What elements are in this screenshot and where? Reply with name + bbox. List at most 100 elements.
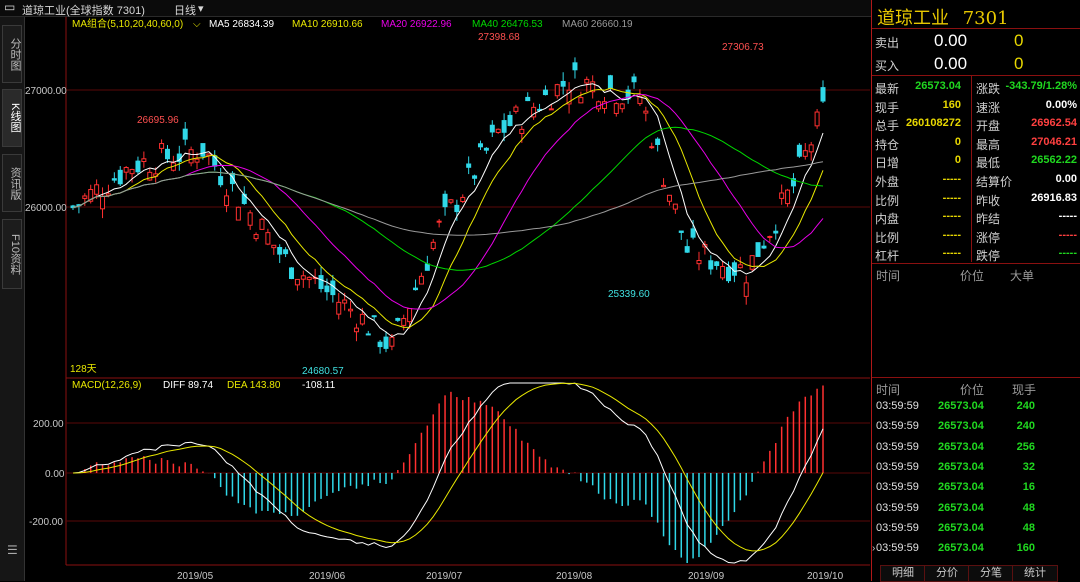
period-selector[interactable]: 日线: [174, 5, 196, 17]
tab-by-trade[interactable]: 分笔: [968, 565, 1014, 582]
candle-body: [188, 149, 194, 164]
candle-body: [330, 280, 336, 296]
candle-body: [418, 275, 424, 285]
candle-body: [413, 287, 419, 291]
chevron-down-icon[interactable]: ▾: [198, 3, 204, 15]
stat-label: 开盘: [976, 119, 1001, 134]
trade-time: 03:59:59: [876, 420, 919, 433]
buy-volume: 0: [1014, 54, 1024, 73]
candle-body: [224, 195, 230, 206]
trade-time: 03:59:59: [876, 501, 919, 514]
instrument-title[interactable]: 道琼工业(全球指数 7301): [22, 5, 145, 17]
stat-label: 现手: [875, 100, 900, 115]
candle-body: [507, 114, 513, 127]
candle-body: [407, 308, 413, 323]
macd-tick: -200.00: [29, 517, 63, 528]
trade-volume: 160: [1016, 542, 1035, 555]
candle-body: [714, 261, 720, 266]
ma60-legend: MA60 26660.19: [562, 19, 633, 30]
stat-value: -----: [1058, 210, 1077, 223]
trade-row: 03:59:59 26573.04 256: [872, 438, 1080, 458]
macd-dea: DEA 143.80: [227, 380, 281, 391]
candle-body: [560, 80, 566, 87]
candle-body: [643, 110, 649, 114]
stat-value: -----: [942, 210, 961, 223]
x-tick: 2019/07: [426, 571, 463, 581]
tab-stats[interactable]: 统计: [1012, 565, 1058, 582]
quote-stat-row: 外盘 ----- 结算价 0.00: [872, 170, 1080, 190]
tab-timeshare[interactable]: 分时图: [2, 25, 22, 83]
bottom-tabs: 明细 分价 分笔 统计: [872, 565, 1080, 582]
quote-stat-row: 比例 ----- 涨停 -----: [872, 226, 1080, 246]
candle-body: [100, 195, 106, 210]
kline-chart-area[interactable]: 27000.00 26000.00 200.00 0.00 -200.00 MA…: [25, 17, 870, 581]
macd-tick: 200.00: [33, 419, 64, 430]
macd-value: -108.11: [302, 380, 336, 391]
candle-body: [324, 285, 330, 293]
x-tick: 2019/05: [177, 571, 214, 581]
candle-body: [129, 168, 135, 175]
list-icon[interactable]: ☰: [7, 543, 18, 557]
candle-body: [395, 317, 401, 321]
buy-price: 0.00: [934, 54, 968, 73]
candle-body: [779, 192, 785, 199]
ma-legend-chevron-icon[interactable]: ⌵: [193, 19, 201, 30]
tab-news[interactable]: 资讯版: [2, 154, 22, 212]
macd-lines: [72, 382, 824, 564]
candle-body: [306, 276, 312, 281]
candle-body: [336, 301, 342, 315]
candle-body: [218, 176, 224, 186]
trade-volume: 256: [1016, 440, 1035, 453]
stat-label: 跌停: [976, 249, 1001, 264]
candle-body: [300, 275, 306, 280]
candle-body: [590, 81, 596, 93]
macd-legend-name[interactable]: MACD(12,26,9): [72, 380, 141, 391]
trade-volume: 240: [1016, 400, 1035, 412]
candle-body: [147, 171, 153, 181]
tab-by-price[interactable]: 分价: [924, 565, 970, 582]
price-tick: 27000.00: [25, 86, 67, 97]
candle-body: [655, 138, 661, 145]
candle-body: [448, 199, 454, 203]
ma-legend-name[interactable]: MA组合(5,10,20,40,60,0): [72, 17, 183, 30]
trade-price: 26573.04: [938, 440, 984, 453]
candle-body: [401, 318, 407, 326]
candle-body: [253, 234, 259, 240]
trade-time: 03:59:59: [876, 460, 919, 473]
high-annotation: 27398.68: [478, 32, 520, 43]
candle-body: [720, 266, 726, 279]
candle-body: [619, 103, 625, 110]
candle-body: [424, 263, 430, 271]
stat-value: 0.00: [1055, 173, 1077, 185]
ma-line: [72, 93, 824, 310]
quote-stat-row: 内盘 ----- 昨结 -----: [872, 207, 1080, 227]
macd-dea-line: [72, 382, 824, 552]
stat-label: 昨收: [976, 193, 1001, 208]
candle-body: [353, 327, 359, 333]
price-tick: 26000.00: [25, 203, 67, 214]
candle-body: [289, 267, 295, 279]
stat-label: 速涨: [976, 100, 1001, 115]
macd-diff: DIFF 89.74: [163, 380, 213, 391]
menu-icon[interactable]: ▭: [4, 0, 16, 14]
candle-body: [761, 245, 767, 249]
candle-body: [696, 260, 702, 265]
stat-value: 160: [942, 98, 961, 111]
tab-detail[interactable]: 明细: [880, 565, 926, 582]
tab-kline[interactable]: K线图: [2, 89, 22, 147]
candle-body: [726, 266, 732, 282]
quote-stat-row: 现手 160 速涨 0.00%: [872, 96, 1080, 116]
candle-body: [531, 106, 537, 118]
trade-price: 26573.04: [938, 400, 984, 412]
trade-price: 26573.04: [938, 542, 984, 555]
trades-time-header: 时间: [876, 383, 901, 397]
candle-body: [141, 158, 147, 163]
x-tick: 2019/08: [556, 571, 593, 581]
candle-body: [613, 103, 619, 114]
candle-body: [755, 242, 761, 257]
kline-chart[interactable]: 27000.00 26000.00 200.00 0.00 -200.00 MA…: [25, 17, 870, 581]
quote-panel: 道琼工业 7301 卖出 0.00 0 买入 0.00 0 最新 26573.04…: [871, 0, 1080, 582]
candle-body: [477, 143, 483, 148]
tab-f10[interactable]: F10资料: [2, 219, 22, 289]
candle-body: [111, 178, 117, 181]
